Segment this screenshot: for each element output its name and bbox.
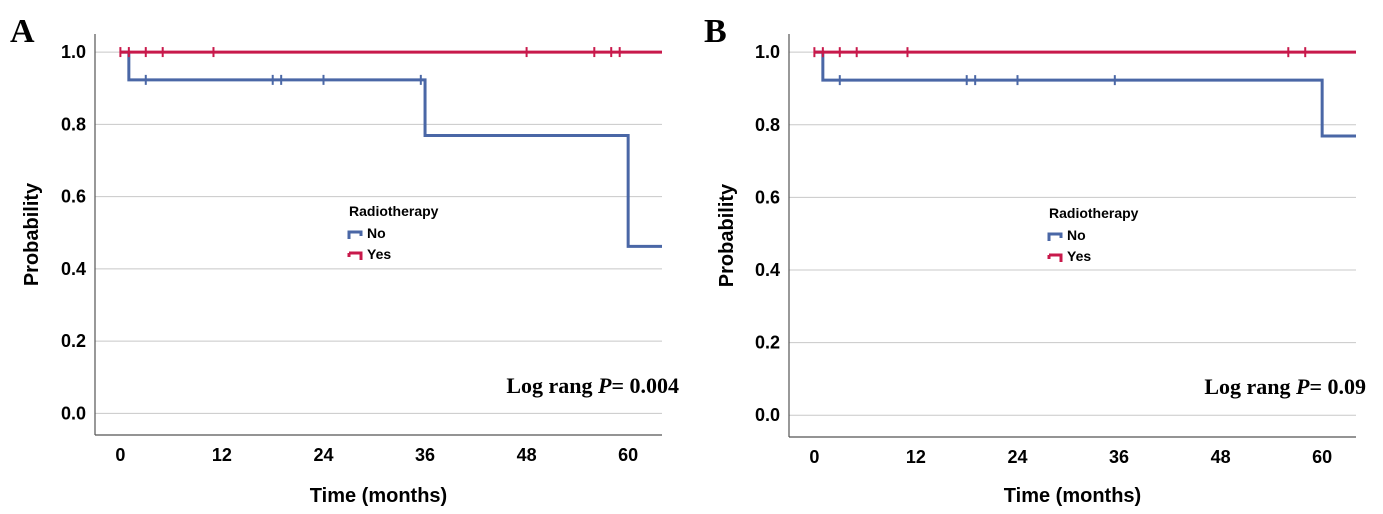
x-tick-label: 12 [906, 447, 926, 467]
legend-entry-no: No [367, 225, 386, 241]
legend-title: Radiotherapy [1049, 205, 1139, 221]
y-tick-label: 0.4 [61, 259, 86, 279]
y-tick-label: 0.2 [755, 333, 780, 353]
legend-entry-no: No [1067, 227, 1086, 243]
annotation-p-value: = 0.09 [1309, 374, 1366, 399]
log-rank-annotation: Log rang P= 0.004 [506, 373, 679, 398]
legend-swatch-yes [1047, 253, 1063, 262]
y-tick-label: 0.6 [755, 187, 780, 207]
x-tick-label: 12 [212, 445, 232, 465]
x-tick-label: 36 [415, 445, 435, 465]
x-tick-label: 36 [1109, 447, 1129, 467]
log-rank-annotation: Log rang P= 0.09 [1204, 374, 1366, 399]
y-tick-label: 0.8 [755, 115, 780, 135]
legend-entry-yes: Yes [1067, 248, 1091, 264]
y-tick-label: 0.8 [61, 114, 86, 134]
y-axis-label: Probability [716, 183, 738, 287]
x-axis-label: Time (months) [310, 485, 447, 507]
annotation-p-symbol: P [597, 373, 612, 398]
y-tick-label: 0.0 [755, 405, 780, 425]
y-tick-label: 1.0 [61, 42, 86, 62]
x-axis-label: Time (months) [1004, 485, 1141, 507]
annotation-p-value: = 0.004 [611, 373, 679, 398]
y-tick-label: 0.0 [61, 403, 86, 423]
y-tick-label: 1.0 [755, 42, 780, 62]
annotation-prefix: Log rang [1204, 374, 1296, 399]
x-tick-label: 60 [618, 445, 638, 465]
y-tick-label: 0.6 [61, 187, 86, 207]
x-tick-label: 48 [1211, 447, 1231, 467]
km-panel-b: B 0.0 0.2 0.4 0.6 0.8 1.0 0 12 24 36 48 60 Time (mont… [704, 13, 1366, 507]
legend-swatch-no [347, 230, 363, 239]
x-tick-label: 24 [313, 445, 333, 465]
y-tick-label: 0.2 [61, 331, 86, 351]
x-tick-label: 24 [1007, 447, 1027, 467]
km-panel-a: A 0.0 0.2 0.4 0.6 0.8 1.0 0 12 24 36 48 60 Time (mont… [10, 13, 679, 507]
y-tick-label: 0.4 [755, 260, 780, 280]
legend-swatch-no [1047, 232, 1063, 241]
panel-letter: B [704, 13, 727, 50]
panel-letter: A [10, 13, 35, 50]
y-axis-label: Probability [21, 182, 43, 286]
annotation-prefix: Log rang [506, 373, 598, 398]
x-tick-label: 48 [517, 445, 537, 465]
x-tick-label: 0 [115, 445, 125, 465]
km-curve-no [814, 50, 1356, 138]
x-tick-label: 0 [809, 447, 819, 467]
x-tick-label: 60 [1312, 447, 1332, 467]
legend-swatch-yes [347, 251, 363, 260]
legend-title: Radiotherapy [349, 203, 439, 219]
legend-entry-yes: Yes [367, 246, 391, 262]
annotation-p-symbol: P [1295, 374, 1310, 399]
